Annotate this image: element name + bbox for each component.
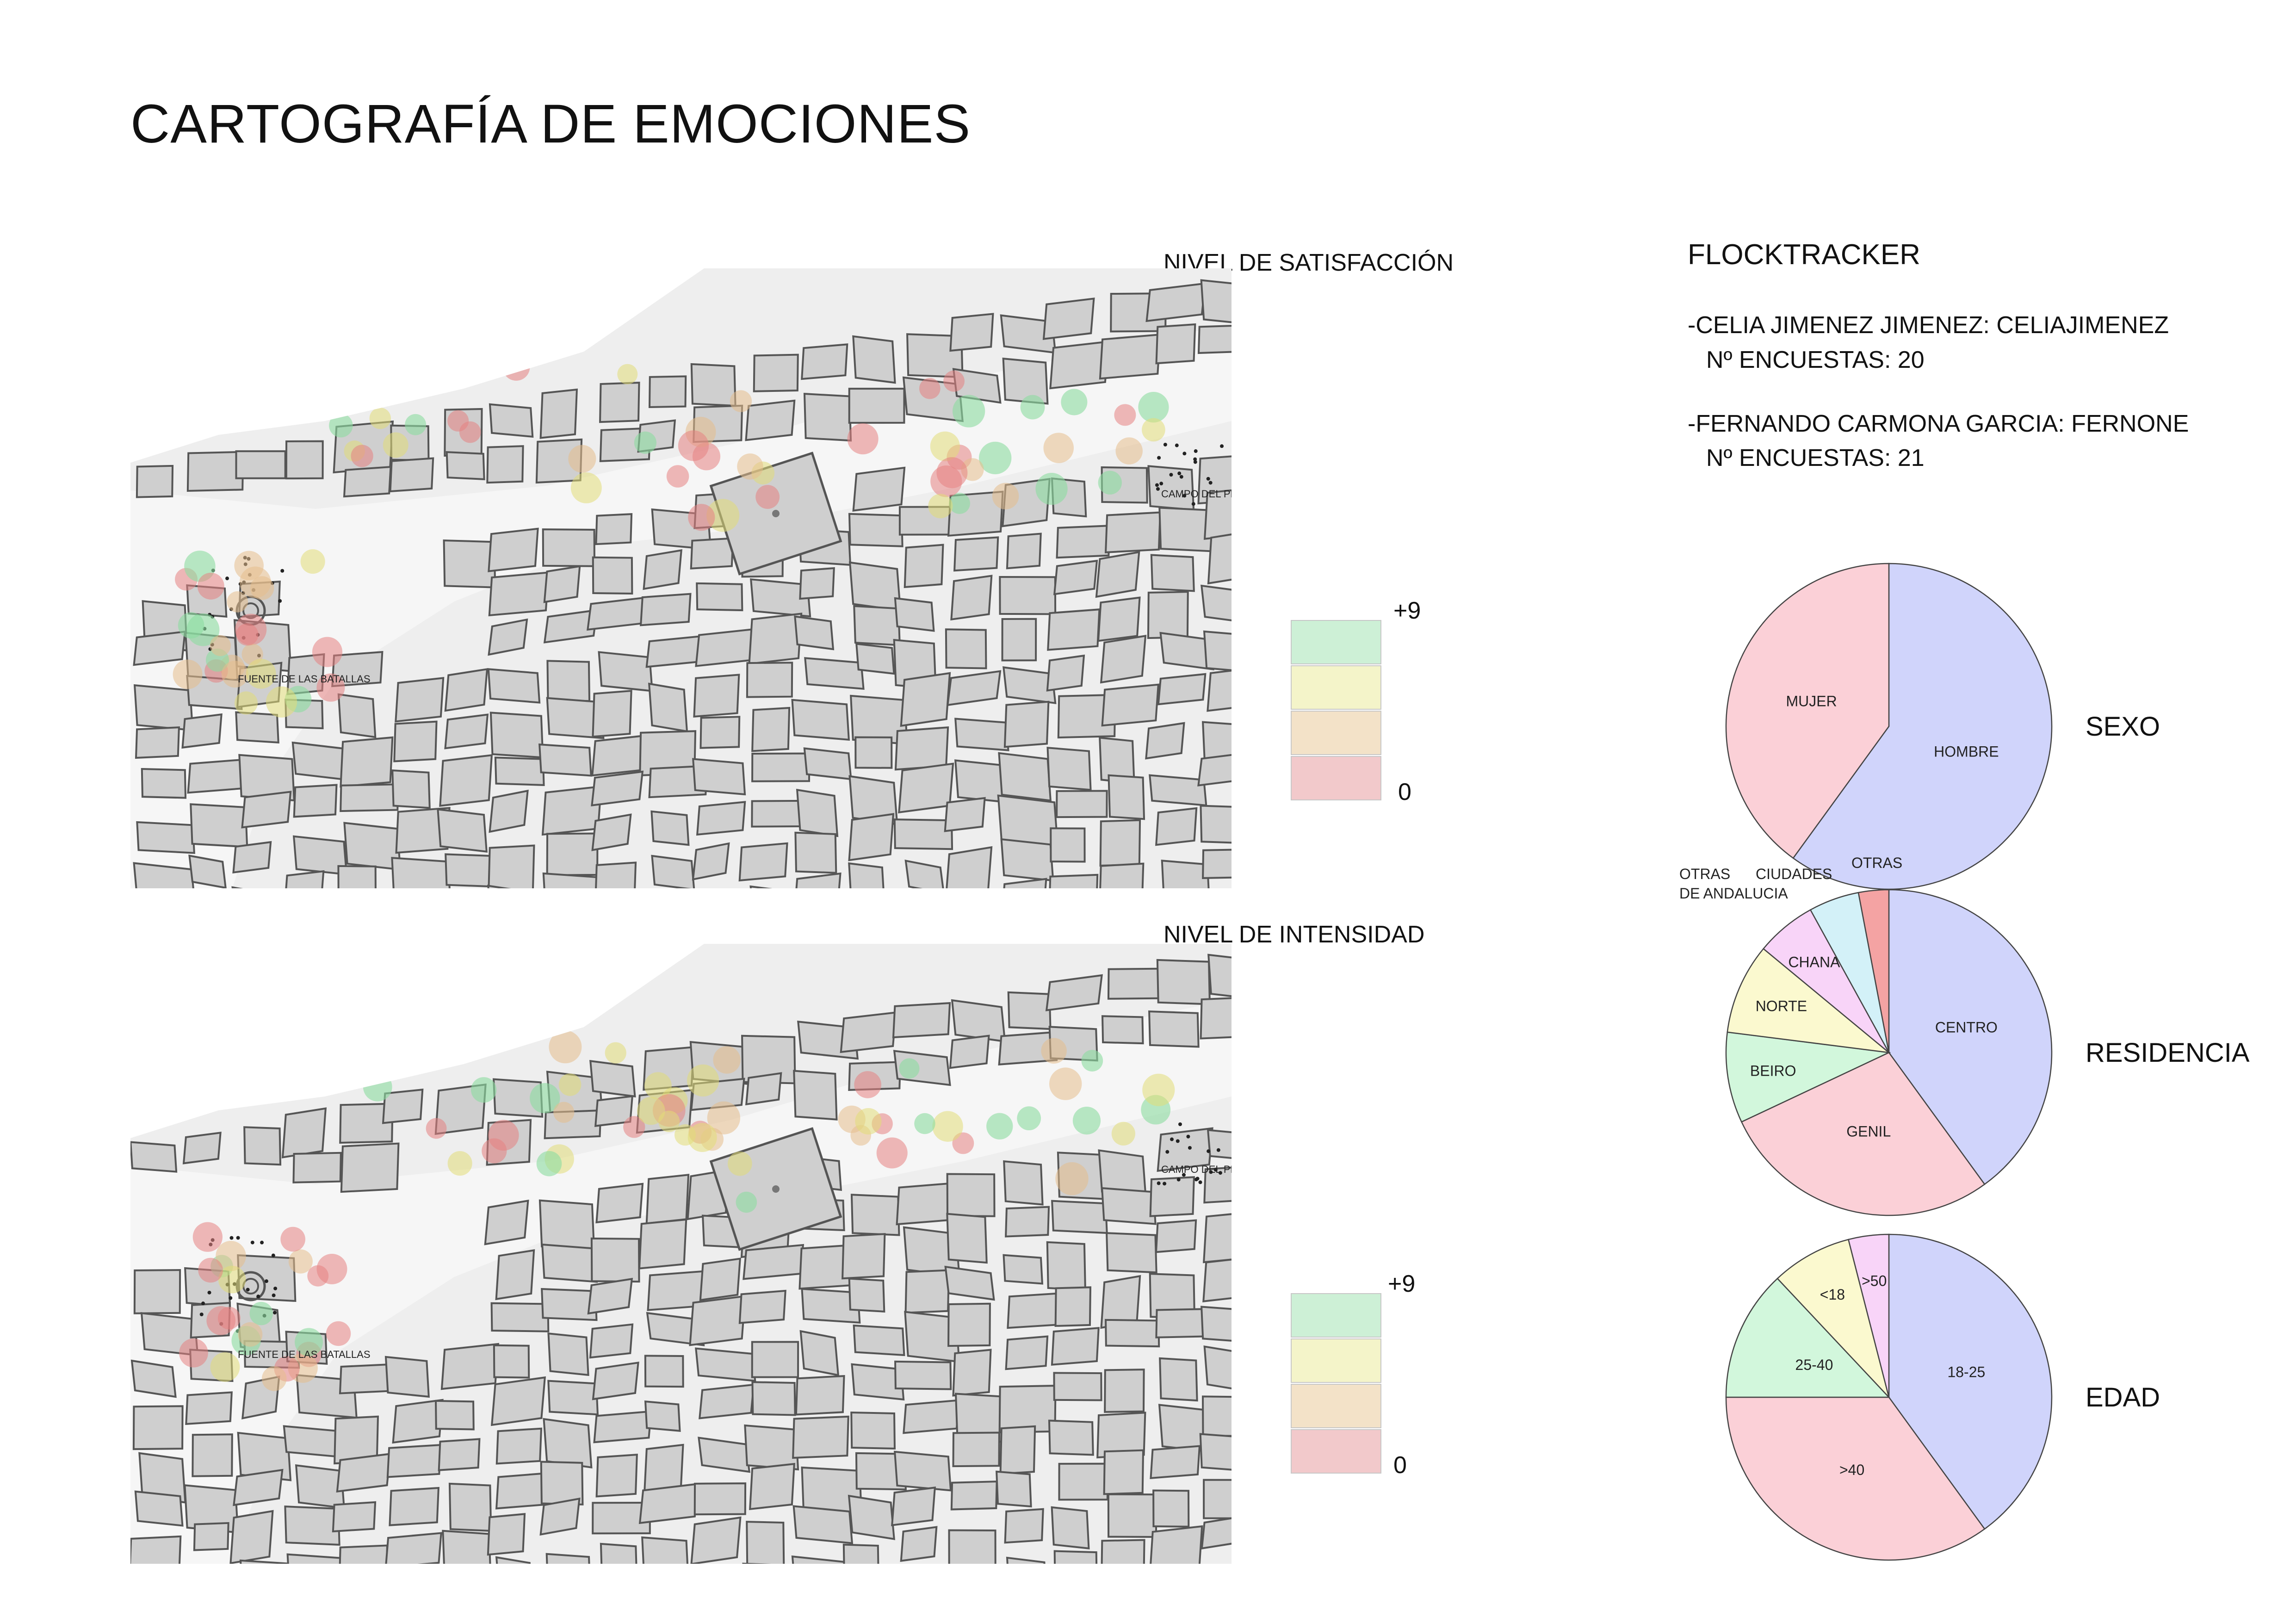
pie-slice-label: 18-25 <box>1947 1364 1985 1381</box>
pie-slice <box>1725 1031 1891 1123</box>
pie-slice <box>1888 889 2053 1185</box>
pie-title: EDAD <box>2086 1382 2160 1412</box>
pie-slice-label: <18 <box>1820 1286 1845 1303</box>
legend-min-label: 0 <box>1398 779 1411 805</box>
pie-slice <box>1857 889 1890 1053</box>
pie-outside-label: OTRAS <box>1679 866 1730 882</box>
map-canvas: FUENTE DE LAS BATALLAS CAMPO DEL PRINCIPE <box>130 944 1232 1564</box>
map-canvas: FUENTE DE LAS BATALLAS CAMPO DEL PRINCIPE <box>130 268 1232 888</box>
pie-slice-label: GENIL <box>1846 1123 1891 1140</box>
pie-slice <box>1725 1277 1890 1398</box>
pie-slice-label: MUJER <box>1786 693 1837 710</box>
pie-slice <box>1776 1239 1890 1398</box>
pie-slice <box>1725 1396 1986 1561</box>
pie-slice <box>1888 1233 2053 1530</box>
pie-slice-label: NORTE <box>1756 997 1807 1014</box>
pie-slice-label: CENTRO <box>1935 1019 1998 1036</box>
legend-swatch-high <box>1291 1293 1381 1338</box>
place-label-campo: CAMPO DEL PRINCIPE <box>1161 1164 1232 1175</box>
pie-outside-label: CIUDADES <box>1756 866 1832 882</box>
legend-max-label: +9 <box>1393 597 1421 624</box>
user-1-count: Nº ENCUESTAS: 20 <box>1706 347 1925 373</box>
legend-max-label: +9 <box>1388 1270 1416 1297</box>
pie-slice <box>1740 1052 1986 1216</box>
pie-slice-label: >50 <box>1862 1273 1887 1289</box>
pie-slice <box>1847 1233 1890 1398</box>
pie-slice-label: HOMBRE <box>1934 743 1999 760</box>
pie-sexo: HOMBRE MUJER SEXO <box>1725 563 2160 890</box>
place-label-fuente: FUENTE DE LAS BATALLAS <box>238 673 371 685</box>
legend-swatch-mid-low <box>1291 1384 1381 1428</box>
pie-slice <box>1727 948 1891 1053</box>
legend-swatch-mid-high <box>1291 665 1381 710</box>
pie-charts: HOMBRE MUJER SEXO CENTRO GENIL BEIRO NORTE CHAN… <box>1679 563 2250 1561</box>
pie-outside-label: OTRAS <box>1851 855 1902 871</box>
pie-slice <box>1763 909 1890 1053</box>
pie-title: SEXO <box>2086 712 2160 742</box>
page-title: CARTOGRAFÍA DE EMOCIONES <box>130 93 971 155</box>
legend-min-label: 0 <box>1393 1452 1407 1479</box>
intensity-map: FUENTE DE LAS BATALLAS CAMPO DEL PRINCIPE <box>130 944 1232 1564</box>
pie-title: RESIDENCIA <box>2086 1038 2250 1068</box>
pie-outside-label: DE ANDALUCIA <box>1679 885 1788 902</box>
user-1-line: -CELIA JIMENEZ JIMENEZ: CELIAJIMENEZ <box>1688 312 2169 339</box>
place-label-fuente: FUENTE DE LAS BATALLAS <box>238 1349 371 1360</box>
user-2-line: -FERNANDO CARMONA GARCIA: FERNONE <box>1688 410 2189 437</box>
legend-swatch-low <box>1291 1429 1381 1474</box>
legend-swatch-low <box>1291 756 1381 800</box>
pie-residencia: CENTRO GENIL BEIRO NORTE CHANA RESIDENCIA OTRA… <box>1679 855 2250 1216</box>
pie-slice <box>1792 563 2053 890</box>
intensity-map-heading: NIVEL DE INTENSIDAD <box>1163 921 1425 948</box>
legend-swatch-mid-low <box>1291 711 1381 755</box>
legend-swatch-mid-high <box>1291 1338 1381 1383</box>
legend-swatch-high <box>1291 620 1381 664</box>
place-label-campo: CAMPO DEL PRINCIPE <box>1161 488 1232 500</box>
pie-edad: 18-25 >40 25-40 <18 >50 EDAD <box>1725 1233 2160 1561</box>
pie-slice <box>1725 563 1890 859</box>
satisfaction-map: FUENTE DE LAS BATALLAS CAMPO DEL PRINCIPE <box>130 268 1232 888</box>
pie-slice-label: BEIRO <box>1750 1063 1796 1079</box>
pie-slice-label: 25-40 <box>1795 1357 1833 1373</box>
pie-slice-label: CHANA <box>1788 954 1840 971</box>
flocktracker-heading: FLOCKTRACKER <box>1688 239 1920 271</box>
user-2-count: Nº ENCUESTAS: 21 <box>1706 445 1925 471</box>
pie-slice-label: >40 <box>1839 1462 1864 1478</box>
